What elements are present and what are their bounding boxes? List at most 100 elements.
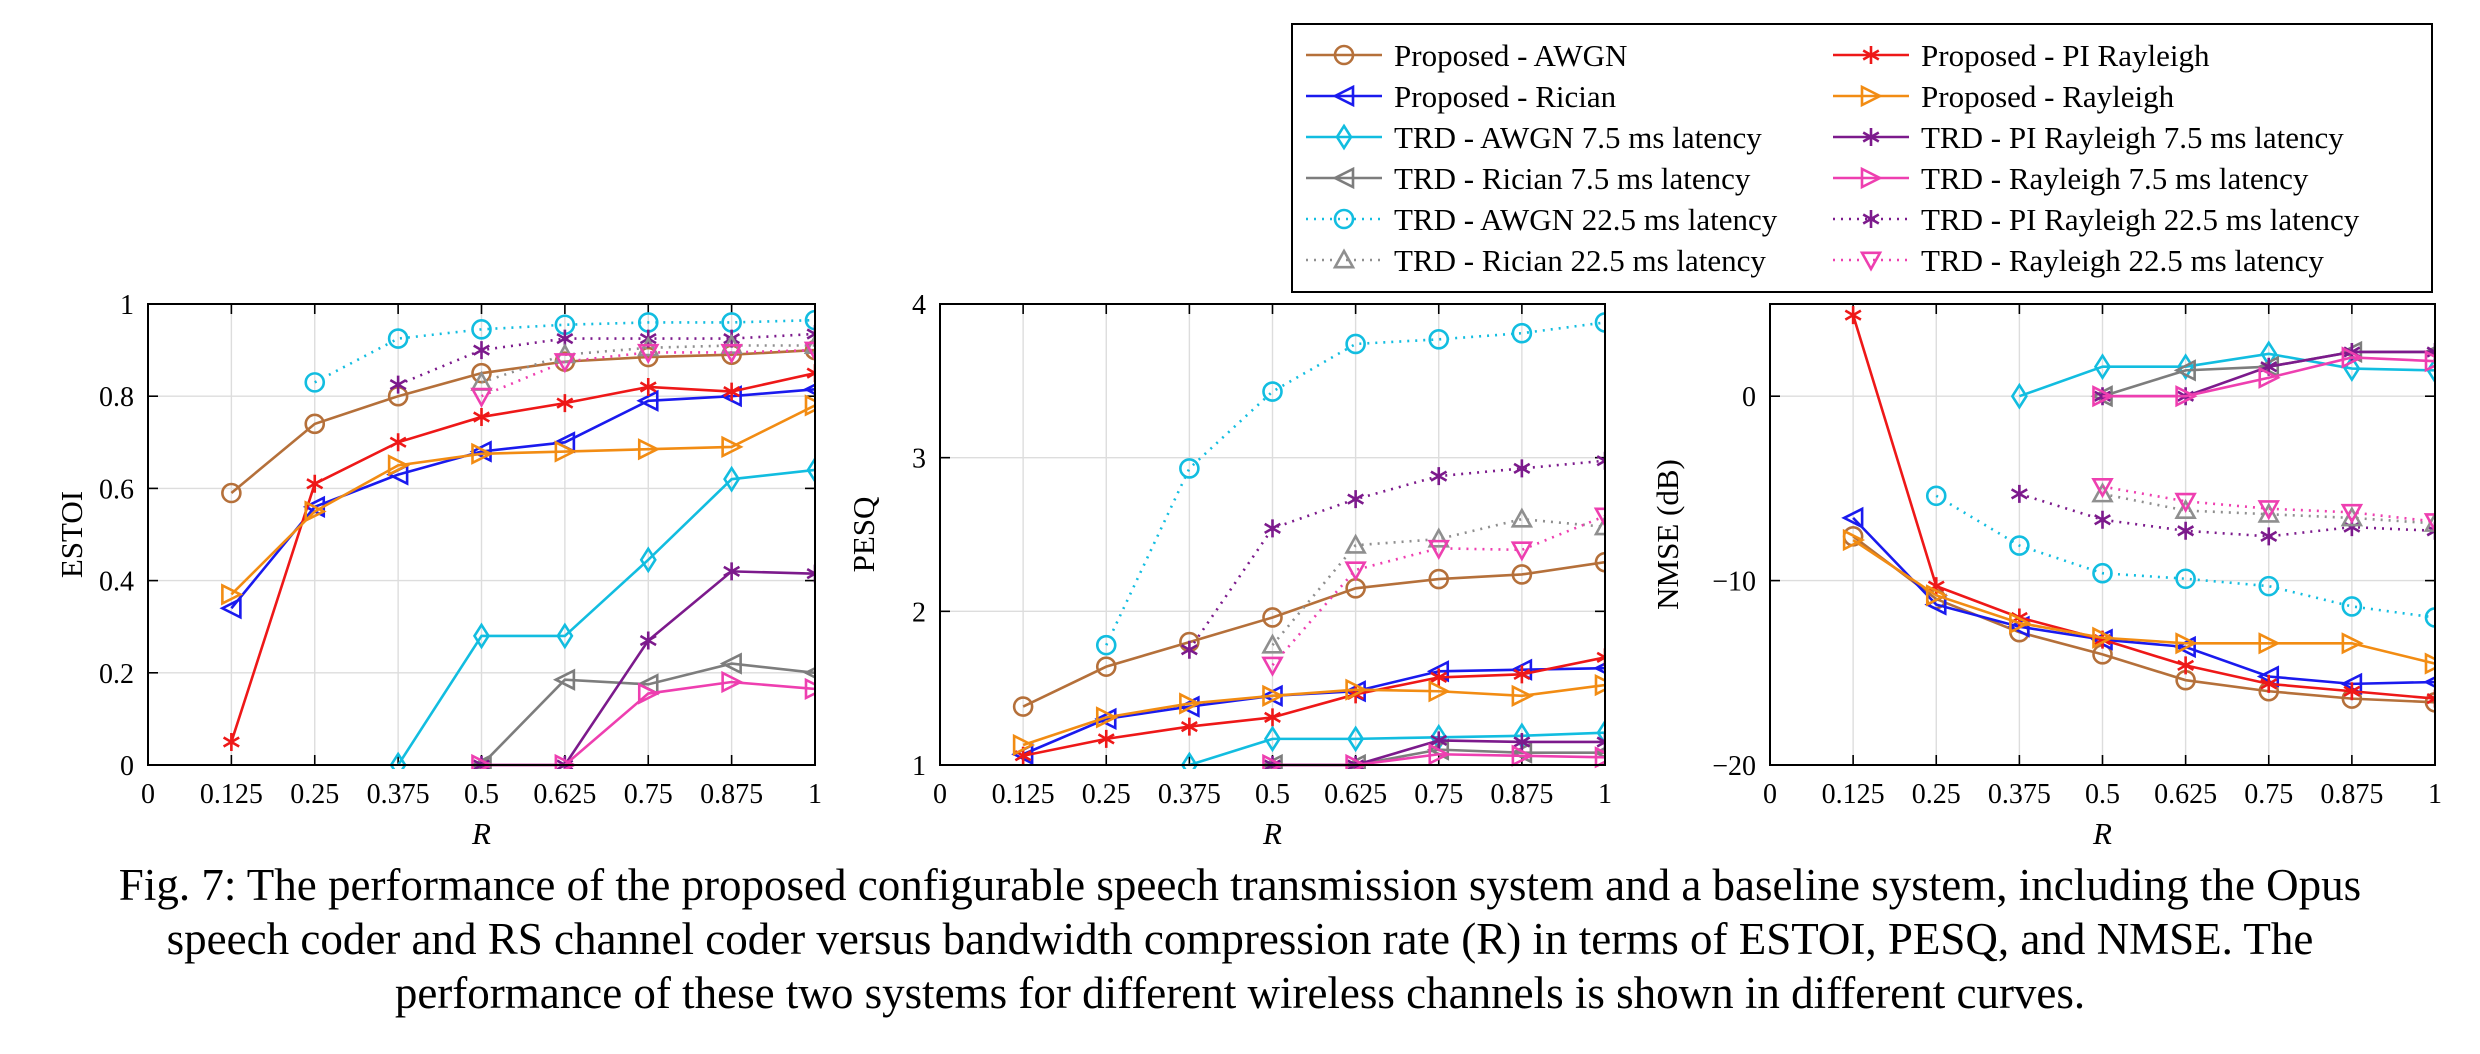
data-point: [1594, 746, 1605, 769]
data-point: [2010, 382, 2028, 410]
data-point: [806, 324, 815, 343]
data-point: [637, 336, 660, 357]
data-point: [2424, 652, 2435, 675]
legend-label: Proposed - Rayleigh: [1921, 79, 2175, 114]
data-point: [720, 343, 743, 365]
legend-label: TRD - Rician 7.5 ms latency: [1394, 161, 1751, 196]
y-tick-label: 2: [912, 597, 926, 628]
axes-frame: [147, 303, 816, 766]
data-point: [553, 353, 577, 374]
data-point: [1511, 322, 1533, 344]
legend: Proposed - AWGN Proposed - PI Rayleigh Pro…: [1291, 23, 2433, 293]
series-line: [230, 348, 815, 495]
data-point: [471, 319, 492, 340]
data-point: [2260, 527, 2278, 546]
data-point: [1180, 640, 1198, 659]
legend-label: Proposed - AWGN: [1394, 38, 1627, 73]
legend-marker-icon: [1862, 210, 1880, 228]
data-point: [2257, 502, 2280, 523]
data-point: [2174, 498, 2197, 520]
x-tick-label: 0.125: [200, 779, 263, 810]
data-point: [1430, 467, 1448, 486]
series-trd_awgn_7: [1180, 719, 1605, 769]
series-trd_ray_7: [2092, 346, 2435, 408]
legend-marker-icon: [1332, 84, 1355, 108]
y-tick-label: −10: [1712, 567, 1756, 598]
data-point: [1841, 506, 1864, 530]
series-line: [2102, 485, 2435, 523]
x-tick-label: 0.125: [1822, 779, 1885, 810]
legend-entry: TRD - PI Rayleigh 7.5 ms latency: [1833, 120, 2344, 155]
x-tick-label: 1: [1598, 779, 1612, 810]
data-point: [469, 440, 492, 463]
data-point: [304, 413, 326, 435]
y-tick-label: 3: [912, 444, 926, 475]
data-point: [803, 341, 815, 362]
data-point: [1428, 680, 1451, 703]
legend-entry: TRD - Rician 7.5 ms latency: [1306, 161, 1751, 196]
data-point: [470, 387, 493, 408]
series-prop_ray: [1012, 673, 1605, 757]
legend-marker-icon: [1332, 166, 1355, 190]
legend-entry: TRD - AWGN 7.5 ms latency: [1306, 120, 1762, 155]
data-point: [304, 500, 327, 523]
data-point: [1428, 743, 1451, 766]
data-point: [2260, 674, 2278, 693]
y-axis-label: NMSE (dB): [1650, 459, 1685, 610]
legend-marker-icon: [1332, 248, 1356, 269]
data-point: [221, 583, 244, 606]
data-point: [1925, 485, 1947, 507]
data-point: [1012, 733, 1036, 757]
y-axis-label: ESTOI: [54, 491, 89, 578]
x-tick-label: 0.5: [464, 779, 499, 810]
data-point: [1263, 725, 1282, 753]
data-point: [1345, 333, 1366, 355]
data-point: [2174, 492, 2197, 513]
data-point: [806, 456, 815, 484]
series-prop_awgn: [1012, 551, 1605, 717]
data-point: [1510, 541, 1534, 562]
series-line: [230, 404, 815, 596]
data-point: [1180, 751, 1198, 769]
data-point: [387, 328, 409, 349]
data-point: [1344, 561, 1367, 582]
legend-marker-icon: [1862, 128, 1880, 146]
y-tick-label: 0.6: [99, 474, 134, 505]
data-point: [1095, 656, 1117, 677]
data-point: [723, 562, 741, 581]
y-tick-label: 0: [1742, 382, 1756, 413]
data-point: [1511, 684, 1534, 707]
legend-entry: TRD - PI Rayleigh 22.5 ms latency: [1833, 202, 2360, 237]
data-point: [2092, 626, 2115, 649]
legend-marker-icon: [1860, 84, 1883, 108]
data-point: [1261, 633, 1284, 654]
legend-marker-icon: [1860, 166, 1883, 190]
data-point: [2091, 482, 2114, 503]
data-point: [639, 377, 657, 396]
data-point: [1427, 527, 1450, 548]
legend-entry: Proposed - Rayleigh: [1833, 79, 2175, 114]
legend-box: [1291, 23, 2433, 293]
data-point: [2341, 632, 2364, 655]
data-point: [1097, 729, 1115, 748]
data-point: [2423, 513, 2435, 534]
x-axis-label: R: [1262, 816, 1282, 851]
data-point: [2177, 656, 2195, 675]
data-point: [2092, 562, 2113, 584]
data-point: [1513, 459, 1531, 478]
legend-marker-icon: [1335, 123, 1353, 151]
data-point: [1095, 706, 1119, 729]
data-point: [2010, 484, 2028, 503]
legend-entry: TRD - AWGN 22.5 ms latency: [1306, 202, 1778, 237]
data-point: [1593, 515, 1605, 536]
x-tick-label: 0.75: [624, 779, 673, 810]
data-point: [803, 333, 815, 354]
legend-entry: TRD - Rayleigh 22.5 ms latency: [1833, 243, 2324, 278]
data-point: [473, 341, 490, 360]
data-point: [1596, 719, 1605, 747]
data-point: [1262, 381, 1283, 402]
data-point: [2257, 500, 2280, 521]
data-point: [552, 668, 576, 691]
series-line: [1852, 517, 2435, 686]
